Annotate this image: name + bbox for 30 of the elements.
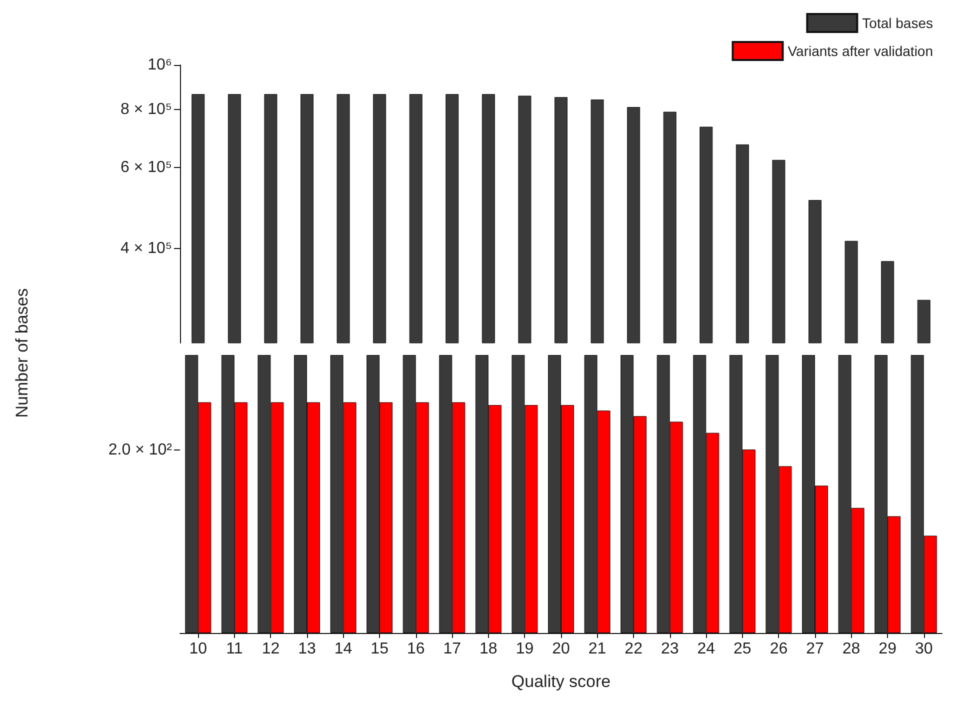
legend-label: Total bases [862, 15, 934, 31]
x-tick-label: 26 [770, 640, 788, 658]
x-tick-label: 20 [552, 640, 570, 658]
legend-label: Variants after validation [788, 43, 933, 59]
x-tick-label: 30 [914, 640, 933, 658]
x-tick-label: 13 [298, 640, 316, 658]
x-tick-label: 29 [878, 640, 897, 658]
x-tick-label: 18 [480, 640, 498, 658]
x-tick-label: 28 [842, 640, 860, 658]
x-tick-label: 11 [226, 640, 243, 658]
x-tick-label: 12 [262, 640, 280, 658]
y-axis-title: Number of bases [12, 288, 32, 418]
x-tick-label: 19 [516, 640, 534, 658]
x-tick-label: 16 [406, 640, 425, 658]
y-tick-label: 6 × 10⁵ [120, 158, 172, 176]
x-tick-label: 17 [443, 640, 462, 658]
y-tick-label: 8 × 10⁵ [120, 101, 172, 118]
x-axis-title: Quality score [511, 672, 611, 691]
text: 2.0 × 10² [108, 442, 173, 458]
x-tick-label: 22 [624, 640, 643, 658]
x-tick-label: 24 [697, 640, 716, 658]
x-tick-label: 27 [806, 640, 824, 658]
x-tick-label: 14 [334, 640, 352, 658]
x-tick-label: 23 [660, 640, 679, 658]
x-tick-label: 21 [588, 640, 606, 658]
x-tick-label: 25 [734, 640, 752, 658]
x-tick-label: 10 [189, 640, 208, 658]
y-tick-label: 10⁶ [148, 56, 172, 74]
y-tick-label: 4 × 10⁵ [120, 240, 172, 258]
x-tick-label: 15 [370, 640, 389, 658]
